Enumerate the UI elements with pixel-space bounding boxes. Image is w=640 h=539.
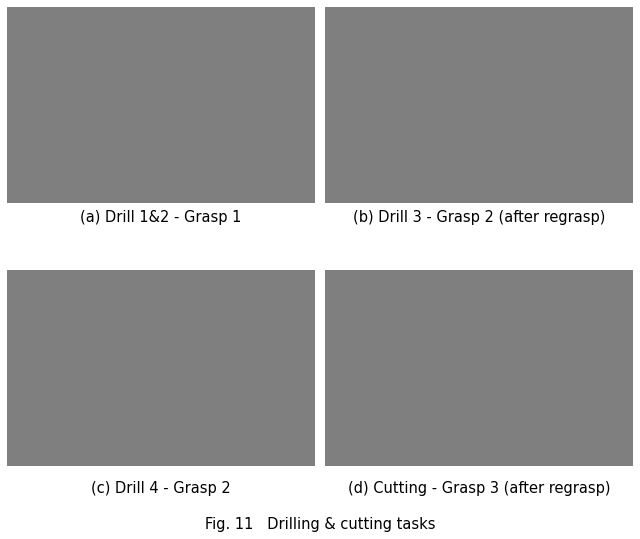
Text: (b) Drill 3 - Grasp 2 (after regrasp): (b) Drill 3 - Grasp 2 (after regrasp) (353, 211, 605, 225)
Text: Fig. 11   Drilling & cutting tasks: Fig. 11 Drilling & cutting tasks (205, 517, 435, 533)
Text: (c) Drill 4 - Grasp 2: (c) Drill 4 - Grasp 2 (91, 480, 231, 495)
Text: (d) Cutting - Grasp 3 (after regrasp): (d) Cutting - Grasp 3 (after regrasp) (348, 480, 611, 495)
Text: (a) Drill 1&2 - Grasp 1: (a) Drill 1&2 - Grasp 1 (80, 211, 242, 225)
